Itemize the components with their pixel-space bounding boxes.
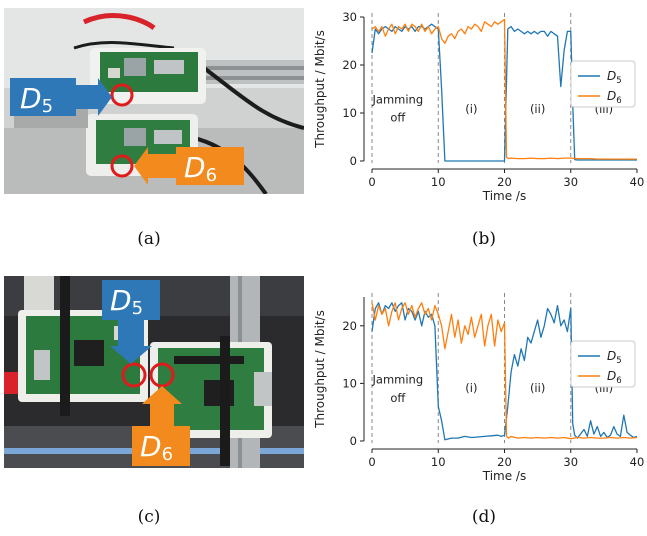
y-tick-label: 20 <box>342 319 357 333</box>
x-tick-label: 10 <box>431 455 446 469</box>
legend-entry-d5: D5 <box>607 349 622 366</box>
legend-entry-d5: D5 <box>607 69 622 86</box>
caption-c: (c) <box>137 507 161 527</box>
photo-c: D5 D6 <box>4 276 304 468</box>
legend-entry-sub: 6 <box>616 376 621 386</box>
x-tick-label: 40 <box>630 455 645 469</box>
legend-entry-sub: 5 <box>616 76 621 86</box>
series-line-d5 <box>371 302 638 441</box>
photo-c-label-d6: D6 <box>140 430 173 465</box>
legend-entry-base: D <box>607 369 616 383</box>
legend-entry-base: D <box>607 69 616 83</box>
chart-b: 0 10 20 30 0 10 20 30 40 Time /s Throughput / Mbit… <box>313 10 645 203</box>
annotation: off <box>390 111 406 125</box>
photo-c-label-d5: D5 <box>110 284 143 319</box>
y-tick-label: 10 <box>342 376 357 390</box>
marker-circle-d5 <box>121 362 147 388</box>
x-tick-label: 10 <box>431 175 446 189</box>
arrow-d5 <box>76 78 112 116</box>
photo-c-scene: D5 D6 <box>4 276 304 468</box>
x-axis-label: Time /s <box>482 189 526 203</box>
y-axis-label: Throughput / Mbit/s <box>313 30 327 149</box>
arrow-d6 <box>142 386 182 426</box>
annotation: Jamming <box>372 372 424 386</box>
chart-d: 0 10 20 0 10 20 30 40 Time /s Throughput / Mbit/s… <box>313 293 645 483</box>
legend-entry-d6: D6 <box>607 89 622 106</box>
annotation: Jamming <box>372 92 424 106</box>
legend-entry-d6: D6 <box>607 369 622 386</box>
x-tick-label: 40 <box>630 175 645 189</box>
caption-d: (d) <box>471 507 497 527</box>
series-line-d6 <box>371 302 638 440</box>
photo-a: D5 D6 <box>4 8 304 194</box>
x-tick-label: 30 <box>563 175 578 189</box>
x-axis-label: Time /s <box>482 469 526 483</box>
x-tick-label: 0 <box>368 175 375 189</box>
y-tick-label: 10 <box>342 106 357 120</box>
annotation: (ii) <box>530 381 545 395</box>
photo-a-label-d6: D6 <box>184 151 217 186</box>
legend-entry-sub: 5 <box>616 356 621 366</box>
arrow-d6 <box>134 147 176 185</box>
caption-b: (b) <box>471 229 497 249</box>
marker-circle-d6 <box>110 154 134 178</box>
y-tick-label: 0 <box>350 434 357 448</box>
y-tick-label: 20 <box>342 58 357 72</box>
legend-box <box>570 340 636 388</box>
legend-entry-base: D <box>607 349 616 363</box>
annotation: (i) <box>465 102 477 116</box>
annotation: off <box>390 391 406 405</box>
x-tick-label: 0 <box>368 455 375 469</box>
photo-a-scene: D5 D6 <box>4 8 304 194</box>
x-tick-label: 20 <box>497 455 512 469</box>
marker-circle-d5 <box>110 83 134 107</box>
caption-a: (a) <box>137 229 161 249</box>
annotation: (i) <box>465 381 477 395</box>
legend-box <box>570 60 636 108</box>
series-line-d6 <box>371 18 637 160</box>
x-tick-label: 20 <box>497 175 512 189</box>
legend-entry-sub: 6 <box>616 96 621 106</box>
y-tick-label: 0 <box>350 154 357 168</box>
y-axis-label: Throughput / Mbit/s <box>313 310 327 429</box>
annotation: (ii) <box>530 102 545 116</box>
legend-entry-base: D <box>607 89 616 103</box>
photo-a-label-d5: D5 <box>20 82 53 117</box>
arrow-d5 <box>110 320 152 364</box>
x-tick-label: 30 <box>563 455 578 469</box>
y-tick-label: 30 <box>342 10 357 24</box>
